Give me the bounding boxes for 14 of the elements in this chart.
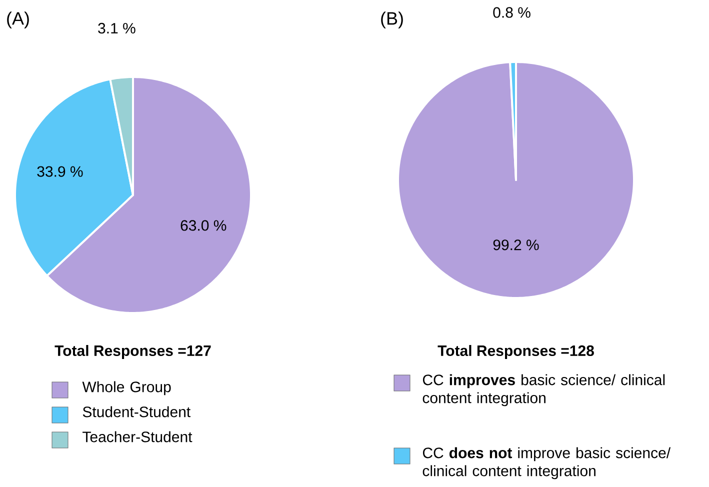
legend-label: CC improves basic science/ clinical content integration [422, 374, 665, 406]
data-label: 33.9 % [37, 166, 83, 177]
legend-label: Teacher-Student [82, 431, 192, 442]
text: Total Responses =127 [54, 345, 211, 359]
data-label: 3.1 % [98, 22, 136, 34]
legend-label: CC does not improve basic science/ clinical content integration [422, 447, 671, 480]
text: (B) [381, 12, 403, 28]
legend-label: Student-Student [82, 406, 190, 418]
text: (A) [7, 12, 29, 28]
data-label: 99.2 % [493, 240, 539, 250]
text: Total Responses =128 [438, 345, 594, 359]
data-label: 63.0 % [180, 220, 226, 231]
legend-label: Whole Group [82, 381, 171, 396]
data-label: 0.8 % [493, 7, 530, 18]
